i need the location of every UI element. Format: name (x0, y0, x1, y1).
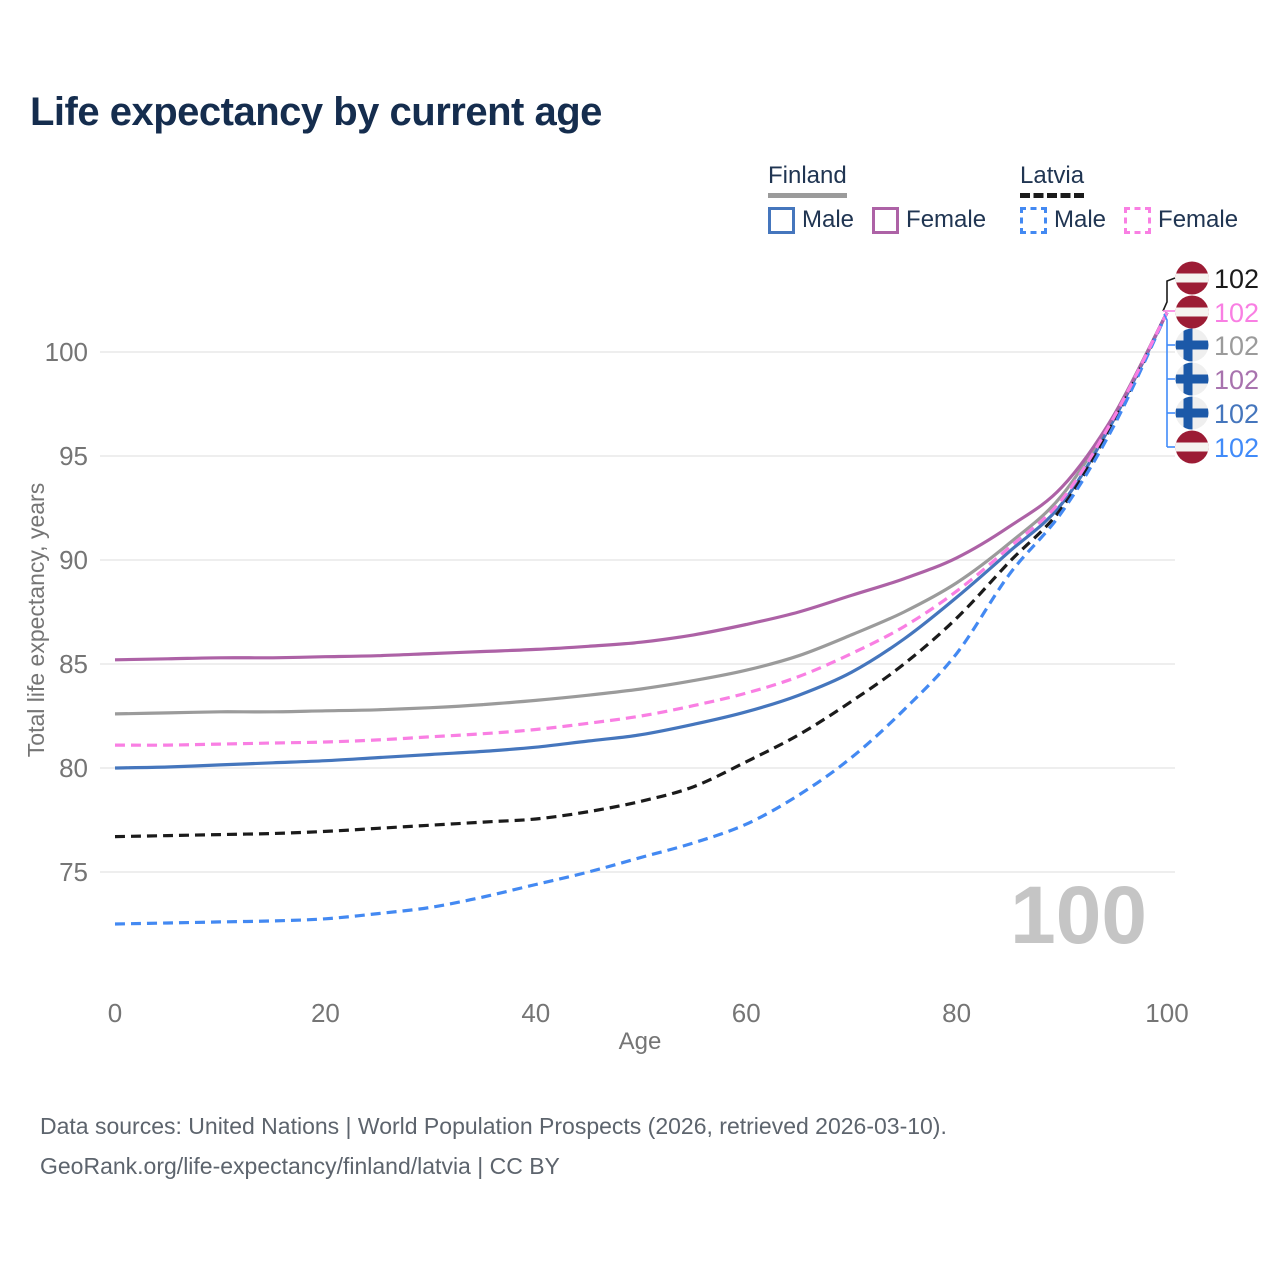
x-tick-label-20: 20 (311, 998, 340, 1028)
end-label-connector (1162, 277, 1176, 312)
latvia-flag-shapes (1175, 430, 1209, 464)
series-layer (114, 311, 1169, 926)
x-tick-label-80: 80 (942, 998, 971, 1028)
legend-label-latvia-female: Female (1158, 206, 1239, 233)
end-value-label-latvia-both-sexes: 102 (1214, 264, 1259, 294)
finland-flag-cross-v (1183, 396, 1193, 430)
y-tick-label-80: 80 (59, 753, 88, 783)
legend-swatch-latvia-male-icon (1020, 206, 1047, 234)
end-label-connector (1163, 313, 1168, 447)
x-axis-title: Age (619, 1028, 662, 1055)
series-line-finland-both-sexes (114, 311, 1169, 716)
finland-flag-cross-v (1183, 362, 1193, 396)
legend-swatch-finland-male-icon (768, 206, 795, 234)
end-value-label-finland-male: 102 (1214, 399, 1259, 429)
footer-sources: Data sources: United Nations | World Pop… (40, 1113, 947, 1139)
legend-row-latvia: Male Female (1020, 206, 1238, 234)
series-line-finland-female (114, 311, 1169, 662)
x-tick-label-60: 60 (732, 998, 761, 1028)
x-tick-label-40: 40 (521, 998, 550, 1028)
finland-flag-icon (1175, 328, 1209, 362)
y-tick-label-90: 90 (59, 545, 88, 575)
footer-url: GeoRank.org/life-expectancy/finland/latv… (40, 1153, 560, 1179)
footer: Data sources: United Nations | World Pop… (40, 1106, 947, 1186)
y-tick-label-100: 100 (45, 337, 88, 367)
legend-country-finland: Finland (768, 162, 847, 198)
legend-label-finland-male: Male (802, 206, 855, 233)
series-line-finland-male (114, 311, 1169, 770)
latvia-flag-icon (1175, 295, 1209, 329)
page-title: Life expectancy by current age (30, 90, 602, 134)
legend-country-latvia: Latvia (1020, 162, 1085, 198)
x-tick-label-100: 100 (1145, 998, 1188, 1028)
latvia-flag-icon (1175, 261, 1209, 295)
end-value-label-finland-both-sexes: 102 (1214, 331, 1259, 361)
finland-flag-icon (1175, 396, 1209, 430)
latvia-flag-shapes (1175, 261, 1209, 295)
legend-group-latvia: Latvia Male Female (1020, 162, 1238, 234)
legend-label-finland-female: Female (906, 206, 987, 233)
finland-flag-shapes (1175, 328, 1209, 362)
latvia-flag-stripe (1175, 307, 1209, 317)
finland-flag-icon (1175, 362, 1209, 396)
finland-flag-shapes (1175, 362, 1209, 396)
latvia-flag-stripe (1175, 273, 1209, 283)
finland-flag-cross-v (1183, 328, 1193, 362)
y-axis-title: Total life expectancy, years (23, 483, 49, 757)
finland-flag-shapes (1175, 396, 1209, 430)
series-line-latvia-male (114, 311, 1169, 926)
y-tick-label-85: 85 (59, 649, 88, 679)
legend-group-finland: Finland Male Female (768, 162, 986, 234)
end-value-label-latvia-male: 102 (1214, 433, 1259, 463)
latvia-flag-icon (1175, 430, 1209, 464)
end-value-label-finland-female: 102 (1214, 365, 1259, 395)
latvia-flag-shapes (1175, 295, 1209, 329)
legend-swatch-latvia-female-icon (1124, 206, 1152, 234)
x-tick-label-0: 0 (108, 998, 122, 1028)
latvia-flag-stripe (1175, 442, 1209, 452)
series-line-latvia-female (114, 311, 1169, 747)
y-tick-label-95: 95 (59, 441, 88, 471)
y-tick-label-75: 75 (59, 857, 88, 887)
end-value-label-latvia-female: 102 (1214, 298, 1259, 328)
legend-row-finland: Male Female (768, 206, 986, 234)
legend-swatch-finland-female-icon (872, 206, 900, 234)
series-line-latvia-both-sexes (114, 311, 1169, 839)
legend-label-latvia-male: Male (1054, 206, 1107, 233)
age-counter-watermark: 100 (1010, 870, 1147, 961)
